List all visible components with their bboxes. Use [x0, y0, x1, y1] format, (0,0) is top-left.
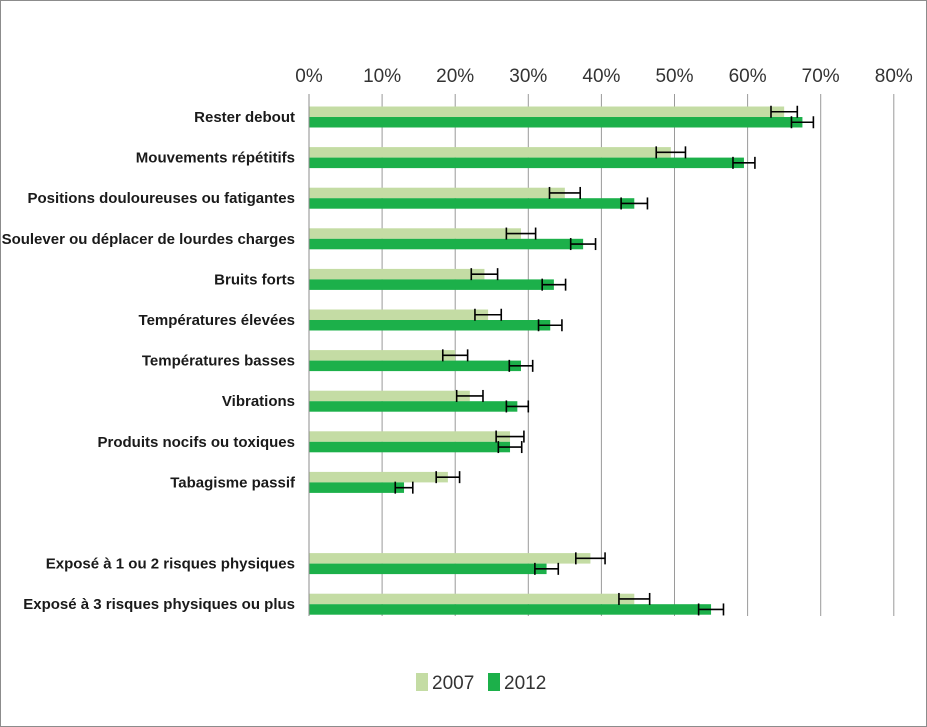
bar-2007 — [309, 147, 671, 158]
category-label: Rester debout — [194, 109, 295, 126]
error-bar-2012 — [534, 562, 560, 575]
gridlines — [381, 94, 895, 616]
error-bar-2007 — [435, 471, 461, 484]
error-bar-2007 — [575, 552, 606, 565]
bar-2007 — [309, 593, 635, 605]
error-bar-2012 — [569, 238, 597, 251]
error-bar-2012 — [790, 116, 815, 129]
category-label: Températures élevées — [139, 312, 295, 329]
x-tick-label: 50% — [655, 66, 693, 87]
x-tick-label: 10% — [363, 66, 401, 87]
category-label: Mouvements répétitifs — [136, 150, 295, 167]
bar-2007 — [309, 268, 485, 280]
error-bar-2012 — [732, 156, 756, 169]
legend-label-2007: 2007 — [432, 673, 474, 694]
bar-2007 — [309, 228, 521, 239]
error-bar-2012 — [394, 481, 414, 494]
bar-2007 — [309, 553, 591, 564]
bar-2012 — [309, 604, 712, 615]
bar-2012 — [309, 563, 547, 575]
error-bar-2012 — [505, 400, 530, 413]
bar-2007 — [309, 431, 511, 442]
bar-2007 — [309, 471, 448, 483]
error-bar-2012 — [537, 319, 563, 332]
error-bar-2012 — [620, 197, 649, 210]
category-label: Exposé à 1 ou 2 risques physiques — [46, 556, 295, 573]
bar-2012 — [309, 117, 803, 128]
error-bar-2007 — [655, 146, 687, 159]
bar-2007 — [309, 390, 470, 402]
bar-2007 — [309, 350, 456, 361]
category-label: Soulever ou déplacer de lourdes charges — [2, 231, 295, 248]
error-bar-2007 — [470, 268, 499, 281]
error-bar-2012 — [541, 278, 567, 291]
x-tick-label: 30% — [509, 66, 547, 87]
bar-2012 — [309, 279, 554, 290]
x-tick-label: 80% — [875, 66, 913, 87]
error-bar-2007 — [455, 389, 484, 402]
legend-swatch-2007 — [416, 673, 428, 691]
bar-2012 — [309, 441, 511, 453]
category-label: Vibrations — [222, 393, 295, 410]
legend-swatch-2012 — [488, 673, 500, 691]
bars — [309, 106, 803, 615]
legend-label-2012: 2012 — [504, 673, 546, 694]
error-bar-2007 — [618, 592, 651, 605]
legend: 2007 2012 — [416, 673, 546, 694]
error-bar-2007 — [505, 227, 537, 240]
x-tick-label: 20% — [436, 66, 474, 87]
bar-2012 — [309, 360, 521, 372]
bar-2007 — [309, 309, 489, 320]
x-tick-label: 70% — [802, 66, 840, 87]
error-bars — [394, 105, 815, 616]
bar-2012 — [309, 238, 584, 250]
error-bar-2007 — [441, 349, 469, 362]
error-bar-2012 — [508, 359, 534, 372]
bar-2012 — [309, 157, 744, 169]
error-bar-2007 — [495, 430, 525, 443]
x-tick-labels: 0% 10% 20% 30% 40% 50% 60% 70% 80% — [295, 66, 913, 87]
bar-2007 — [309, 187, 565, 199]
category-label: Températures basses — [142, 353, 295, 370]
x-tick-label: 0% — [295, 66, 323, 87]
error-bar-2007 — [474, 308, 503, 321]
bar-2007 — [309, 106, 785, 117]
bar-2012 — [309, 482, 405, 493]
bar-2012 — [309, 320, 551, 331]
error-bar-2012 — [497, 441, 523, 454]
category-label: Exposé à 3 risques physiques ou plus — [23, 596, 295, 613]
error-bar-2007 — [770, 105, 799, 118]
category-label: Positions douloureuses ou fatigantes — [27, 190, 295, 207]
error-bar-2012 — [697, 603, 725, 616]
bar-2012 — [309, 401, 518, 412]
category-labels: Rester debout Mouvements répétitifs Positi… — [2, 109, 296, 613]
x-tick-label: 60% — [729, 66, 767, 87]
bar-2012 — [309, 198, 635, 209]
category-label: Tabagisme passif — [170, 474, 296, 491]
category-label: Produits nocifs ou toxiques — [97, 434, 295, 451]
category-label: Bruits forts — [214, 271, 295, 288]
x-tick-label: 40% — [582, 66, 620, 87]
error-bar-2007 — [548, 186, 582, 199]
